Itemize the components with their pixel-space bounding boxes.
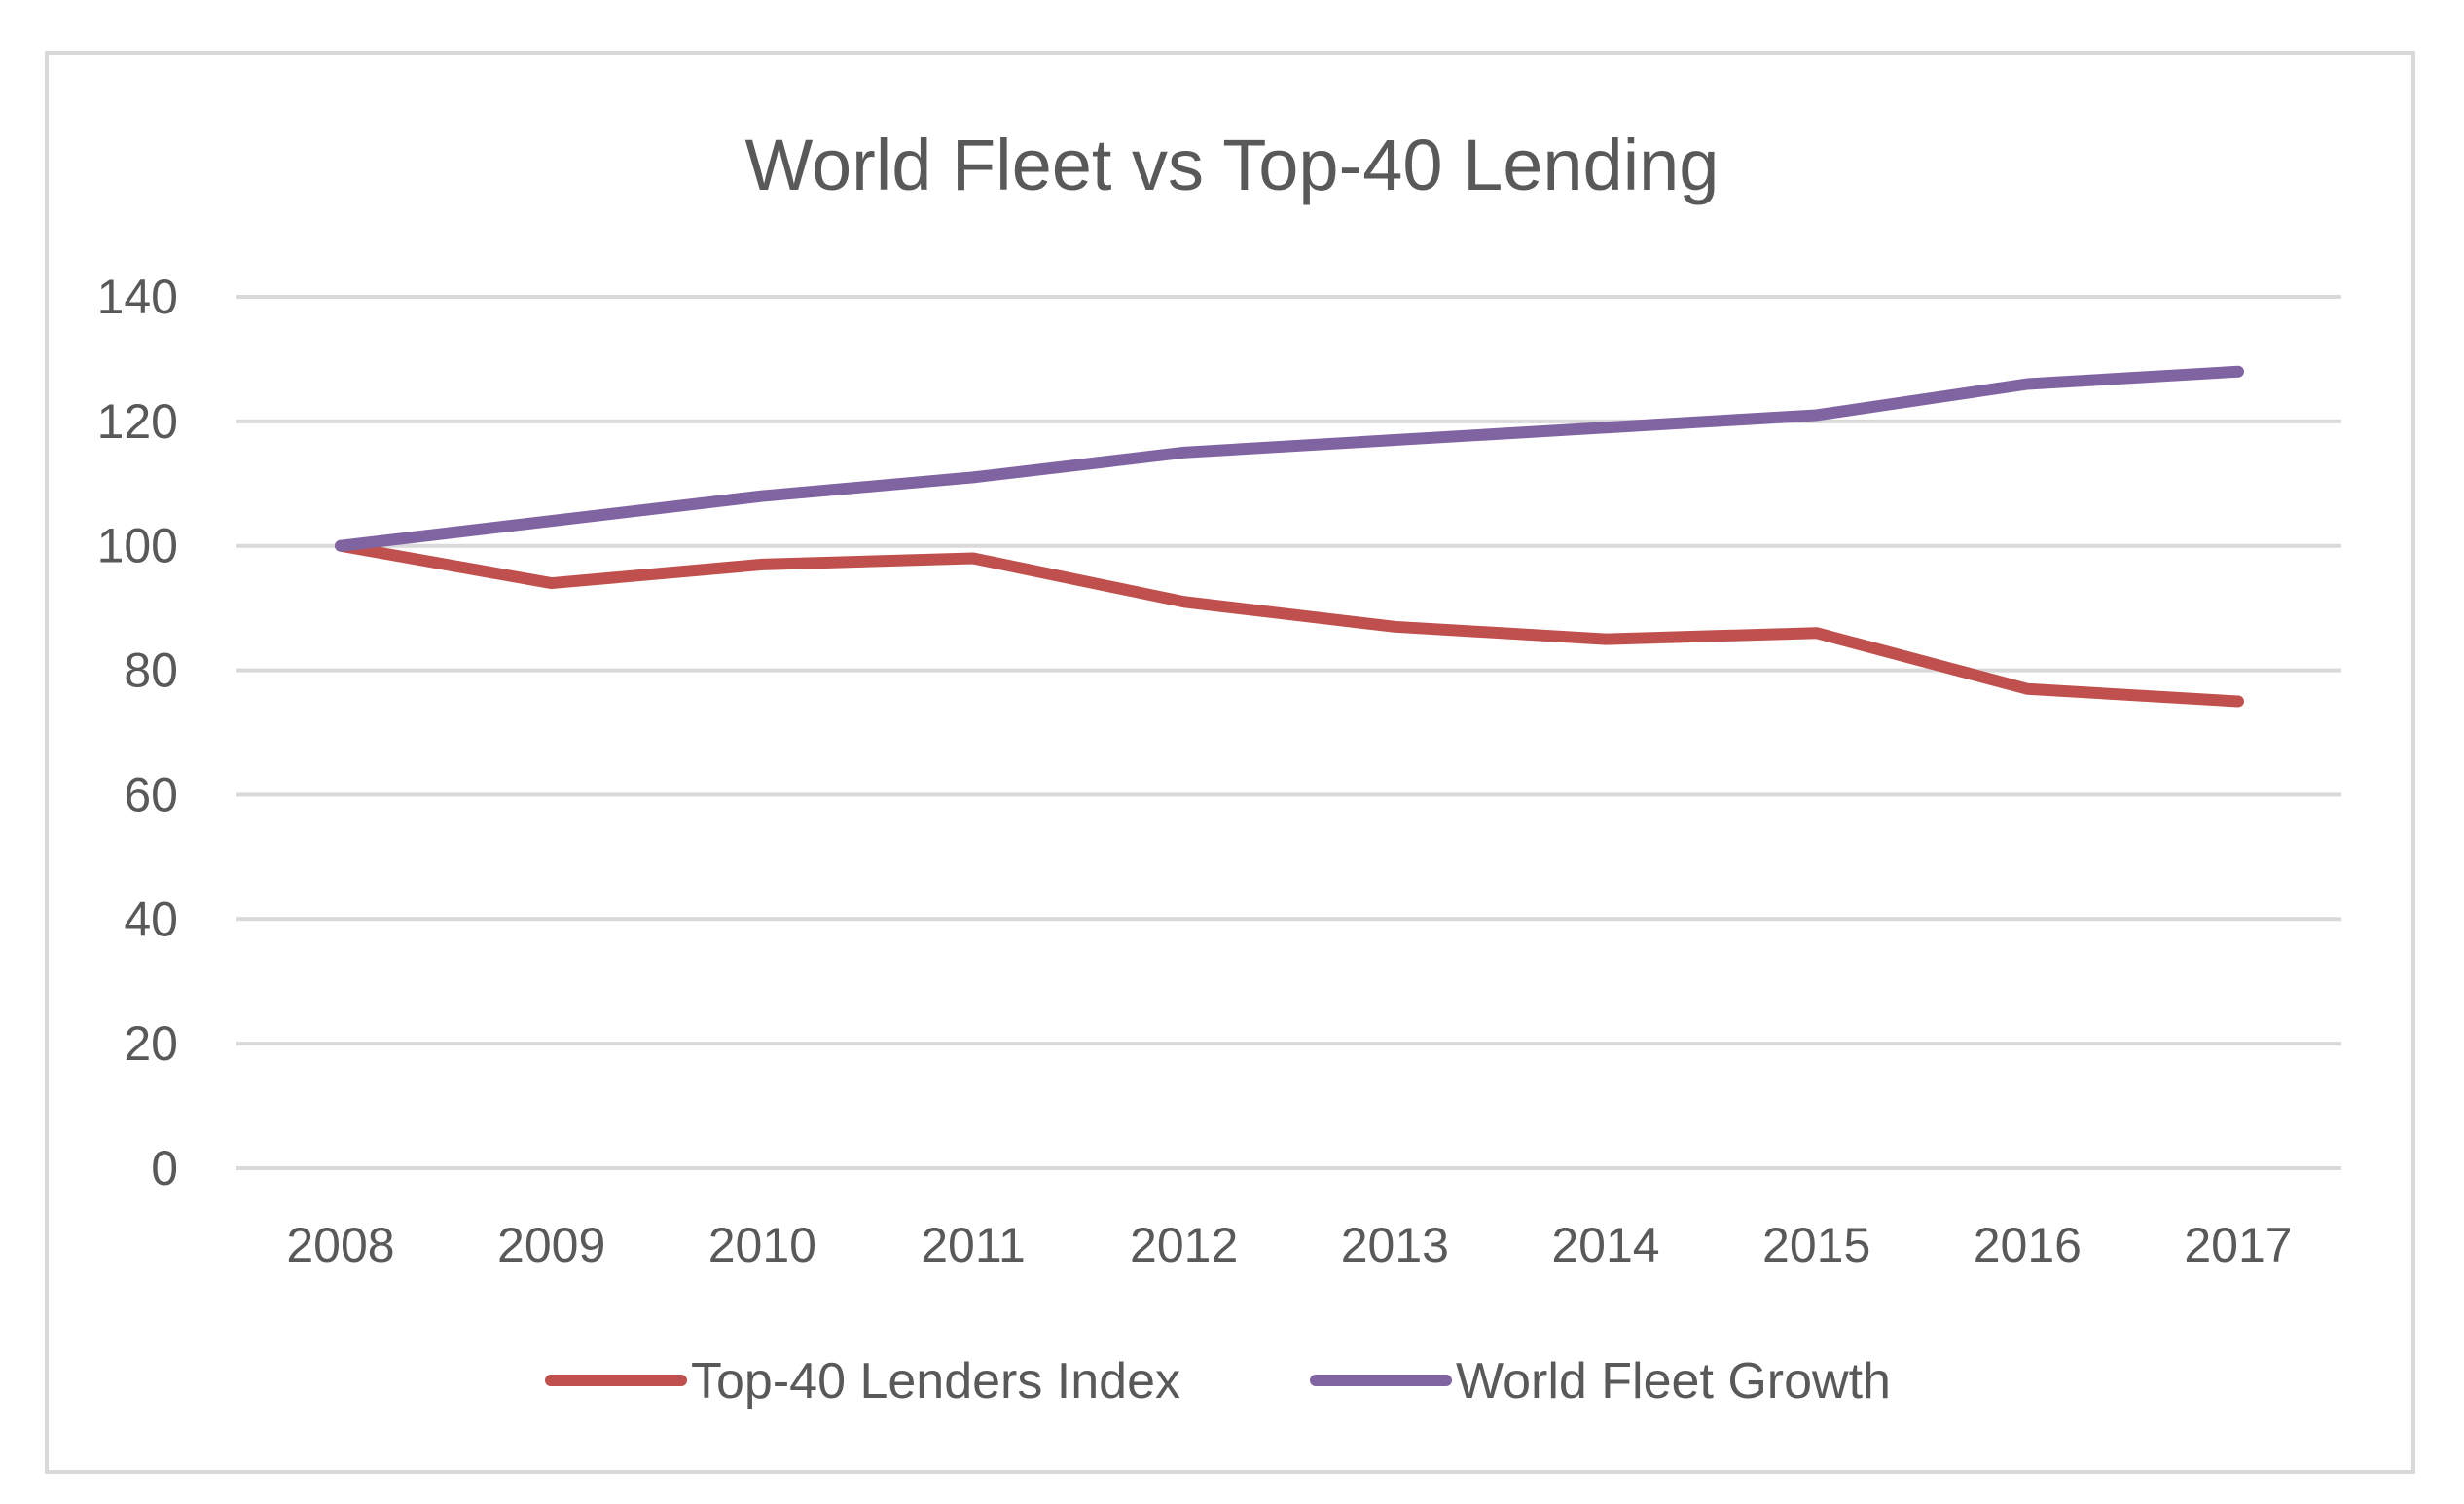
y-tick-label: 120 xyxy=(97,394,178,449)
x-tick-label: 2010 xyxy=(708,1218,816,1272)
x-tick-label: 2008 xyxy=(286,1218,394,1272)
series-lines xyxy=(335,365,2244,708)
x-tick-label: 2017 xyxy=(2184,1218,2292,1272)
series-line-1 xyxy=(335,539,2244,708)
y-tick-label: 80 xyxy=(124,643,178,698)
y-tick-label: 20 xyxy=(124,1016,178,1071)
y-tick-label: 100 xyxy=(97,519,178,573)
chart-title: World Fleet vs Top-40 Lending xyxy=(745,125,1720,205)
chart-frame xyxy=(45,51,2415,1474)
x-axis-tick-labels: 2008 2009 2010 2011 2012 2013 2014 2015 2016 2017 xyxy=(286,1218,2292,1272)
y-tick-label: 40 xyxy=(124,892,178,946)
x-tick-label: 2014 xyxy=(1551,1218,1659,1272)
x-tick-label: 2015 xyxy=(1762,1218,1870,1272)
y-tick-label: 140 xyxy=(97,270,178,324)
legend: Top-40 Lenders Index World Fleet Growth xyxy=(545,1353,1891,1410)
x-tick-label: 2011 xyxy=(921,1218,1026,1272)
y-tick-label: 0 xyxy=(151,1141,178,1195)
x-tick-label: 2016 xyxy=(1974,1218,2082,1272)
y-tick-label: 60 xyxy=(124,767,178,822)
gridlines xyxy=(236,295,2341,1170)
series-line-2 xyxy=(335,365,2244,552)
legend-label-2: World Fleet Growth xyxy=(1456,1353,1891,1410)
x-tick-label: 2012 xyxy=(1130,1218,1238,1272)
x-tick-label: 2013 xyxy=(1341,1218,1449,1272)
x-tick-label: 2009 xyxy=(497,1218,605,1272)
legend-label-1: Top-40 Lenders Index xyxy=(691,1353,1180,1410)
y-axis-tick-labels: 0 20 40 60 80 100 120 140 xyxy=(97,270,178,1195)
